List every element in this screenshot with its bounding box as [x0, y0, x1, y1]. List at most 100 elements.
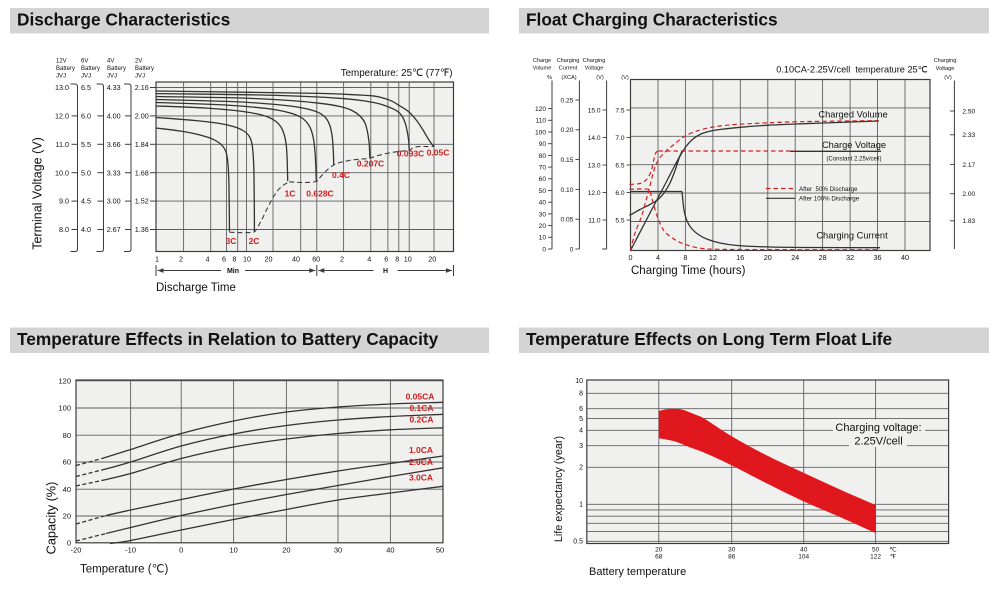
svg-text:6.5: 6.5: [81, 83, 91, 92]
svg-text:122: 122: [870, 554, 881, 561]
svg-text:2: 2: [340, 254, 344, 263]
svg-text:15.0: 15.0: [588, 107, 601, 114]
svg-text:14.0: 14.0: [588, 135, 601, 142]
svg-text:2: 2: [579, 465, 583, 472]
svg-text:12: 12: [709, 253, 717, 262]
svg-text:3: 3: [579, 443, 583, 450]
svg-text:60: 60: [312, 254, 320, 263]
svg-text:36: 36: [874, 253, 882, 262]
svg-text:4.33: 4.33: [107, 83, 121, 92]
svg-text:40: 40: [386, 546, 394, 555]
svg-text:Temperature Effects on Long Te: Temperature Effects on Long Term Float L…: [526, 329, 893, 349]
svg-text:6.5: 6.5: [615, 162, 624, 169]
svg-text:3C: 3C: [226, 236, 237, 246]
svg-text:2.33: 2.33: [962, 132, 975, 139]
svg-text:0.10CA-2.25V/cell temperature: 0.10CA-2.25V/cell temperature 25℃: [776, 65, 928, 75]
svg-text:20: 20: [63, 512, 71, 521]
svg-text:11.0: 11.0: [56, 140, 69, 149]
svg-text:5.0: 5.0: [81, 168, 91, 177]
svg-text:2C: 2C: [249, 236, 260, 246]
svg-text:20: 20: [655, 547, 663, 554]
svg-text:Charging Current: Charging Current: [816, 231, 888, 241]
svg-text:4.0: 4.0: [81, 225, 91, 234]
svg-text:(V): (V): [944, 75, 952, 81]
svg-text:5.5: 5.5: [81, 140, 91, 149]
svg-text:1.52: 1.52: [135, 197, 149, 206]
svg-text:80: 80: [539, 153, 547, 160]
svg-text:Terminal Voltage (V): Terminal Voltage (V): [31, 137, 45, 250]
svg-text:16: 16: [736, 253, 744, 262]
svg-text:1.84: 1.84: [135, 140, 149, 149]
svg-text:50: 50: [436, 546, 444, 555]
svg-text:-10: -10: [125, 546, 136, 555]
svg-text:0.25: 0.25: [561, 97, 574, 104]
svg-text:7.5: 7.5: [615, 107, 624, 114]
svg-text:2.17: 2.17: [962, 162, 975, 169]
svg-text:8: 8: [579, 391, 583, 398]
svg-text:0.4C: 0.4C: [332, 170, 350, 180]
svg-text:0.093C: 0.093C: [397, 149, 424, 159]
svg-text:0.2CA: 0.2CA: [409, 415, 433, 425]
svg-text:6: 6: [222, 254, 226, 263]
svg-text:20: 20: [539, 223, 547, 230]
svg-text:40: 40: [800, 547, 808, 554]
svg-text:12.0: 12.0: [588, 190, 601, 197]
svg-text:3.0CA: 3.0CA: [409, 473, 433, 483]
svg-text:℃: ℃: [889, 547, 897, 554]
svg-text:3.66: 3.66: [107, 140, 121, 149]
svg-text:Charging: Charging: [934, 58, 957, 64]
svg-text:Float Charging Characteristics: Float Charging Characteristics: [526, 10, 778, 30]
svg-text:70: 70: [539, 165, 547, 172]
svg-text:10: 10: [404, 254, 412, 263]
svg-text:9.0: 9.0: [59, 197, 69, 206]
svg-text:1.83: 1.83: [962, 218, 975, 225]
svg-text:0.10: 0.10: [561, 187, 574, 194]
svg-text:24: 24: [791, 253, 799, 262]
svg-text:100: 100: [535, 129, 546, 136]
svg-text:20: 20: [764, 253, 772, 262]
svg-text:104: 104: [798, 554, 809, 561]
svg-text:%: %: [547, 75, 552, 81]
svg-text:Discharge Time: Discharge Time: [156, 282, 236, 294]
svg-text:86: 86: [728, 554, 736, 561]
svg-text:60: 60: [539, 176, 547, 183]
svg-text:40: 40: [901, 253, 909, 262]
svg-text:After 50% Discharge: After 50% Discharge: [799, 186, 858, 193]
svg-text:2.50: 2.50: [962, 108, 975, 115]
svg-text:0: 0: [179, 546, 183, 555]
svg-text:JVJ: JVJ: [135, 73, 145, 79]
svg-text:2.16: 2.16: [135, 83, 149, 92]
svg-text:8: 8: [683, 253, 687, 262]
svg-text:6.0: 6.0: [81, 112, 91, 121]
svg-text:Charge: Charge: [533, 58, 551, 64]
svg-text:6V: 6V: [81, 58, 88, 64]
svg-text:20: 20: [428, 254, 436, 263]
svg-text:1.68: 1.68: [135, 168, 149, 177]
svg-text:10: 10: [229, 546, 237, 555]
svg-text:4: 4: [656, 253, 660, 262]
svg-text:℉: ℉: [890, 554, 897, 561]
svg-text:10: 10: [243, 254, 251, 263]
svg-text:5: 5: [579, 416, 583, 423]
svg-text:0.05C: 0.05C: [427, 148, 450, 158]
svg-text:10.0: 10.0: [55, 168, 69, 177]
svg-text:100: 100: [58, 404, 71, 413]
svg-text:Battery: Battery: [81, 66, 100, 72]
svg-text:110: 110: [535, 118, 546, 125]
svg-text:(Constant 2.25v/cell): (Constant 2.25v/cell): [826, 157, 881, 163]
svg-text:40: 40: [539, 200, 547, 207]
svg-text:0.20: 0.20: [561, 127, 574, 134]
svg-text:6: 6: [384, 254, 388, 263]
svg-text:Capacity (%): Capacity (%): [45, 482, 59, 555]
svg-text:0: 0: [570, 246, 574, 253]
svg-text:11.0: 11.0: [588, 217, 601, 224]
svg-text:Discharge Characteristics: Discharge Characteristics: [17, 10, 230, 30]
svg-text:Voltage: Voltage: [585, 66, 604, 72]
svg-text:80: 80: [63, 431, 71, 440]
svg-text:0: 0: [542, 246, 546, 253]
svg-text:Current: Current: [559, 66, 578, 72]
svg-text:Voltage: Voltage: [936, 66, 955, 72]
svg-text:4V: 4V: [107, 58, 114, 64]
svg-text:JVJ: JVJ: [56, 73, 66, 79]
svg-text:3.00: 3.00: [107, 197, 121, 206]
